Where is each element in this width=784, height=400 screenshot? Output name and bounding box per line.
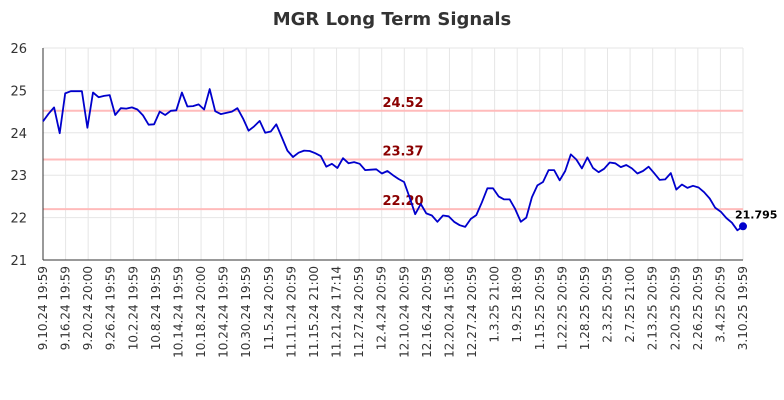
x-tick-label: 9.26.24 19:59: [104, 266, 118, 350]
x-tick-label: 3.4.25 20:59: [713, 266, 727, 343]
x-tick-label: 1.9.25 18:09: [510, 266, 524, 343]
x-tick-label: 1.22.25 20:59: [555, 266, 569, 350]
x-tick-label: 2.13.25 20:59: [646, 266, 660, 350]
last-value-dot: [739, 222, 747, 231]
x-tick-label: 10.8.24 19:59: [149, 266, 163, 350]
y-tick-label: 24: [10, 127, 27, 142]
last-value-marker: 21.795: [735, 208, 777, 231]
x-tick-label: 1.3.25 21:00: [488, 266, 502, 343]
x-tick-label: 2.20.25 20:59: [668, 266, 682, 350]
y-tick-label: 26: [10, 42, 27, 57]
x-tick-label: 2.26.25 20:59: [691, 266, 705, 350]
y-tick-label: 25: [10, 84, 27, 99]
y-tick-label: 21: [10, 254, 27, 269]
x-tick-label: 10.24.24 19:59: [217, 266, 231, 358]
x-tick-label: 3.10.25 19:59: [736, 266, 750, 350]
last-value-label: 21.795: [735, 208, 777, 221]
series-line: [42, 88, 744, 232]
x-tick-label: 12.4.24 20:59: [375, 266, 389, 350]
x-tick-label: 9.20.24 20:00: [81, 266, 95, 350]
x-tick-label: 12.27.24 20:59: [465, 266, 479, 358]
x-tick-label: 11.15.24 21:00: [307, 266, 321, 358]
x-tick-label: 1.28.25 20:59: [578, 266, 592, 350]
x-tick-label: 9.10.24 19:59: [36, 266, 50, 350]
signal-level-label: 22.20: [382, 194, 423, 209]
signal-level-label: 24.52: [382, 96, 423, 111]
x-tick-label: 11.27.24 20:59: [352, 266, 366, 358]
y-tick-label: 22: [10, 212, 27, 227]
x-tick-label: 10.30.24 19:59: [239, 266, 253, 358]
x-tick-label: 2.7.25 21:00: [623, 266, 637, 343]
y-tick-label: 23: [10, 169, 27, 184]
x-tick-label: 11.11.24 20:59: [284, 266, 298, 358]
x-tick-label: 9.16.24 19:59: [59, 266, 73, 350]
x-tick-label: 10.2.24 19:59: [126, 266, 140, 350]
x-tick-label: 10.14.24 19:59: [171, 266, 185, 358]
chart-title: MGR Long Term Signals: [273, 9, 511, 30]
x-axis-ticks: 9.10.24 19:59 9.16.24 19:59 9.20.24 20:00 9…: [36, 266, 750, 358]
x-tick-label: 12.10.24 20:59: [397, 266, 411, 358]
price-line: [42, 88, 744, 232]
signal-levels: 24.52 23.37 22.20: [43, 96, 743, 211]
x-tick-label: 10.18.24 20:00: [194, 266, 208, 358]
axes: [42, 48, 743, 261]
x-tick-label: 1.15.25 20:59: [533, 266, 547, 350]
y-axis-ticks: 21 22 23 24 25 26: [10, 42, 27, 269]
x-tick-label: 2.3.25 20:59: [601, 266, 615, 343]
x-tick-label: 12.20.24 15:08: [442, 266, 456, 358]
x-tick-label: 12.16.24 20:59: [420, 266, 434, 358]
x-tick-label: 11.21.24 17:14: [330, 266, 344, 358]
signal-level-label: 23.37: [382, 145, 423, 160]
x-tick-label: 11.5.24 20:59: [262, 266, 276, 350]
